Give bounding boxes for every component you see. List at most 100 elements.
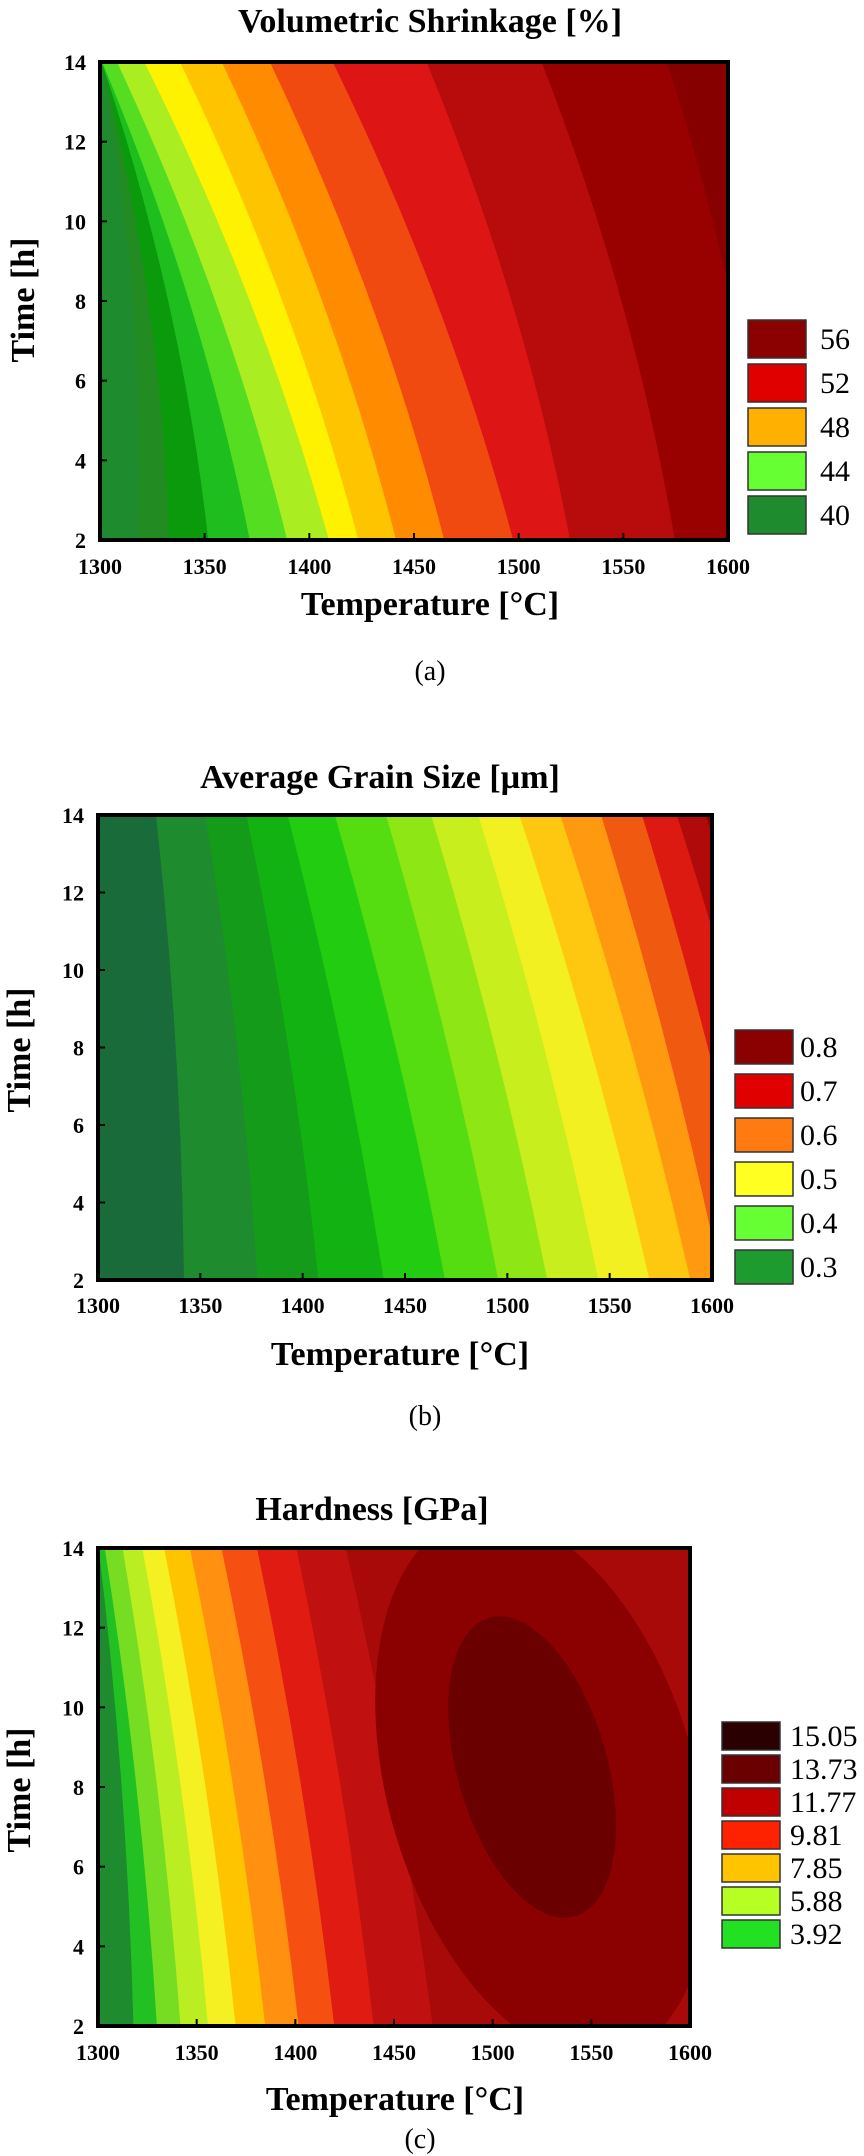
legend-swatch	[747, 319, 807, 359]
legend-swatch	[747, 495, 807, 535]
y-axis-label: Time [h]	[1, 1728, 38, 1853]
y-axis-label: Time [h]	[5, 238, 42, 363]
contour-band	[666, 62, 728, 286]
legend-label: 52	[820, 367, 850, 400]
legend-swatch	[721, 1754, 781, 1784]
x-tick-label: 1450	[372, 2040, 416, 2065]
y-tick-label: 14	[62, 1536, 84, 1561]
y-tick-label: 10	[62, 1695, 84, 1720]
x-tick-label: 1550	[588, 1293, 632, 1318]
legend: 56 52 48 44 40	[747, 319, 850, 535]
chart-title: Volumetric Shrinkage [%]	[238, 3, 622, 40]
x-tick-label: 1500	[497, 554, 541, 579]
x-tick-label: 1550	[601, 554, 645, 579]
legend-swatch	[734, 1161, 794, 1197]
y-tick-label: 10	[62, 958, 84, 983]
legend-label: 40	[820, 499, 850, 532]
contour-peak-region	[448, 1616, 616, 1918]
x-axis-label: Temperature [°C]	[266, 2081, 524, 2118]
legend-label: 5.88	[790, 1885, 843, 1918]
x-tick-label: 1400	[273, 2040, 317, 2065]
legend-label: 15.05	[790, 1720, 858, 1753]
legend-label: 9.81	[790, 1819, 843, 1852]
y-tick-label: 12	[62, 1616, 84, 1641]
x-tick-label: 1500	[485, 1293, 529, 1318]
y-tick-label: 8	[73, 1036, 84, 1061]
legend-swatch	[721, 1853, 781, 1883]
y-tick-label: 14	[62, 803, 84, 828]
legend-swatch	[721, 1886, 781, 1916]
y-tick-label: 8	[73, 1775, 84, 1800]
legend-swatch	[747, 363, 807, 403]
y-tick-label: 2	[73, 1268, 84, 1293]
y-tick-label: 4	[75, 448, 86, 473]
y-tick-label: 14	[64, 50, 86, 75]
panel-caption: (b)	[409, 1401, 442, 1432]
chart-title: Hardness [GPa]	[255, 1491, 488, 1528]
legend-label: 7.85	[790, 1852, 843, 1885]
panel-caption: (a)	[414, 656, 445, 687]
legend-swatch	[734, 1249, 794, 1285]
x-tick-label: 1350	[175, 2040, 219, 2065]
x-tick-label: 1400	[281, 1293, 325, 1318]
x-tick-label: 1400	[287, 554, 331, 579]
y-tick-label: 6	[73, 1855, 84, 1880]
x-tick-label: 1300	[78, 554, 122, 579]
legend-label: 3.92	[790, 1918, 843, 1951]
x-axis-label: Temperature [°C]	[271, 1336, 529, 1373]
legend-label: 0.8	[800, 1031, 838, 1064]
y-axis-label: Time [h]	[1, 988, 38, 1113]
x-tick-label: 1600	[668, 2040, 712, 2065]
legend-swatch	[721, 1787, 781, 1817]
contour-plot	[100, 62, 728, 540]
chart-title: Average Grain Size [µm]	[200, 759, 560, 796]
y-tick-label: 12	[62, 881, 84, 906]
x-tick-label: 1600	[690, 1293, 734, 1318]
legend-label: 48	[820, 411, 850, 444]
legend: 0.8 0.7 0.6 0.5 0.4 0.3	[734, 1029, 838, 1285]
y-tick-label: 8	[75, 289, 86, 314]
x-tick-label: 1350	[183, 554, 227, 579]
x-tick-label: 1350	[178, 1293, 222, 1318]
y-tick-label: 12	[64, 130, 86, 155]
y-tick-label: 6	[73, 1113, 84, 1138]
legend-swatch	[721, 1721, 781, 1751]
y-tick-label: 4	[73, 1934, 84, 1959]
legend-label: 56	[820, 323, 850, 356]
x-tick-label: 1500	[471, 2040, 515, 2065]
y-tick-label: 6	[75, 369, 86, 394]
x-tick-label: 1550	[569, 2040, 613, 2065]
y-tick-label: 4	[73, 1191, 84, 1216]
contour-band	[676, 815, 712, 929]
legend-swatch	[734, 1117, 794, 1153]
panel-2: Average Grain Size [µm] 1300 1350 1400 1450 1…	[1, 759, 838, 1432]
legend-swatch	[747, 407, 807, 447]
panel-3: Hardness [GPa] 1300 1350 1400 1450 1500 1550 16…	[1, 1491, 858, 2155]
legend-swatch	[721, 1919, 781, 1949]
panel-1: Volumetric Shrinkage [%] 1300 1350 1400 1450…	[5, 3, 850, 687]
x-tick-label: 1450	[392, 554, 436, 579]
contour-band	[641, 815, 712, 1064]
legend-label: 44	[820, 455, 850, 488]
contour-band	[541, 62, 728, 540]
legend-label: 11.77	[790, 1786, 856, 1819]
legend-label: 0.7	[800, 1075, 838, 1108]
legend-label: 0.6	[800, 1119, 838, 1152]
legend-swatch	[721, 1820, 781, 1850]
legend-label: 0.4	[800, 1207, 838, 1240]
x-tick-label: 1450	[383, 1293, 427, 1318]
panel-caption: (c)	[404, 2124, 435, 2155]
x-tick-label: 1300	[76, 2040, 120, 2065]
x-axis-label: Temperature [°C]	[301, 586, 559, 623]
legend-label: 0.5	[800, 1163, 838, 1196]
contour-plot	[98, 1548, 690, 2026]
legend-swatch	[734, 1073, 794, 1109]
y-tick-label: 2	[73, 2014, 84, 2039]
legend-label: 0.3	[800, 1251, 838, 1284]
legend-label: 13.73	[790, 1753, 858, 1786]
y-tick-label: 2	[75, 528, 86, 553]
contour-plot	[98, 815, 712, 1280]
legend-swatch	[747, 451, 807, 491]
